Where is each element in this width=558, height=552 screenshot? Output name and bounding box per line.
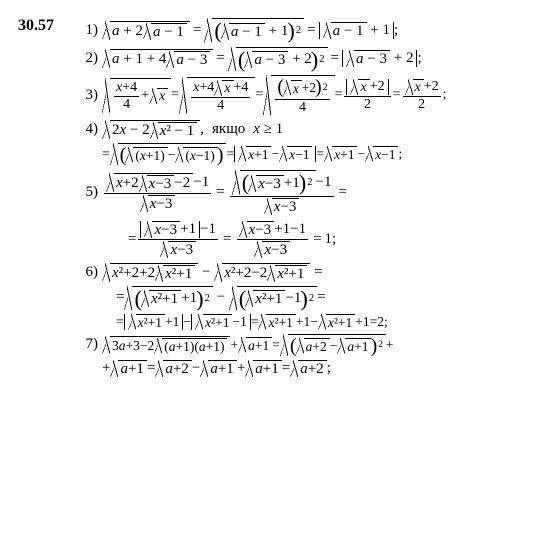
eq-2: a + 1 + 4a − 3 = a − 3 + 22 = a − 3 + 2; xyxy=(102,47,422,72)
item-6: 6) x²+2+2x²+1 − x²+2−2x²+1 = xyxy=(76,263,546,282)
problem-body: 1) a + 2a − 1 = a − 1 + 12 = a − 1 + 1; … xyxy=(76,18,546,377)
item-num: 2) xyxy=(76,51,98,66)
eq-1: a + 2a − 1 = a − 1 + 12 = a − 1 + 1; xyxy=(102,18,398,43)
item-6-cont1: = x²+1+12 − x²+1−12 = xyxy=(76,286,546,311)
item-6-cont2: =x²+1+1−x²+1−1 =x²+1+1−x²+1+1=2; xyxy=(76,314,546,330)
eq-6a: x²+2+2x²+1 − x²+2−2x²+1 = xyxy=(102,263,323,282)
item-num: 3) xyxy=(76,88,98,103)
item-3: 3) x+44+x = x+4x+44 = x+224 = x+22 = x+2… xyxy=(76,75,546,116)
item-num: 1) xyxy=(76,23,98,38)
item-num: 4) xyxy=(76,122,98,137)
cond-word: якщо xyxy=(212,122,245,137)
item-5-cont: = x−3+1−1 x−3 = x−3+1−1 x−3 =1; xyxy=(76,220,546,259)
eq-6c: =x²+1+1−x²+1−1 =x²+1+1−x²+1+1=2; xyxy=(116,314,388,330)
item-4: 4) 2x − 2x² − 1, якщо x ≥ 1 xyxy=(76,120,546,139)
item-2: 2) a + 1 + 4a − 3 = a − 3 + 22 = a − 3 +… xyxy=(76,47,546,72)
eq-5b: = x−3+1−1 x−3 = x−3+1−1 x−3 =1; xyxy=(128,220,336,259)
item-5: 5) x+2x−3−2−1 x−3 = x−3+12−1 x−3 = xyxy=(76,169,546,216)
item-num: 7) xyxy=(76,337,98,352)
eq-5a: x+2x−3−2−1 x−3 = x−3+12−1 x−3 = xyxy=(102,169,350,216)
eq-4b: =(x+1)−(x−1) =x+1−x−1 =x+1−x−1; xyxy=(102,143,402,165)
eq-3: x+44+x = x+4x+44 = x+224 = x+22 = x+22; xyxy=(102,75,447,116)
item-1: 1) a + 2a − 1 = a − 1 + 12 = a − 1 + 1; xyxy=(76,18,546,43)
eq-7a: 3a+3−2(a+1)(a+1) +a+1 = a+2−a+12 + xyxy=(102,334,394,356)
eq-6b: = x²+1+12 − x²+1−12 = xyxy=(116,286,326,311)
item-4-cont: =(x+1)−(x−1) =x+1−x−1 =x+1−x−1; xyxy=(76,143,546,165)
eq-4a: 2x − 2x² − 1, якщо x ≥ 1 xyxy=(102,120,283,139)
item-7: 7) 3a+3−2(a+1)(a+1) +a+1 = a+2−a+12 + xyxy=(76,334,546,356)
item-num: 5) xyxy=(76,185,98,200)
item-num: 6) xyxy=(76,265,98,280)
problem-number: 30.57 xyxy=(18,18,54,34)
item-7-cont: +a+1 = a+2 −a+1 +a+1 = a+2; xyxy=(76,360,546,377)
eq-7b: +a+1 = a+2 −a+1 +a+1 = a+2; xyxy=(102,360,331,377)
